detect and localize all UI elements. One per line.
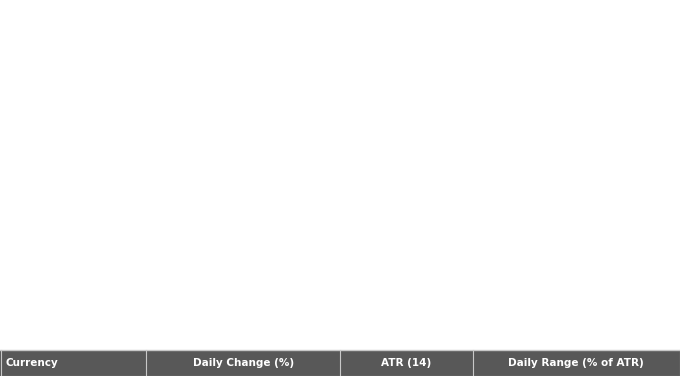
- Text: Daily Change (%): Daily Change (%): [192, 358, 294, 368]
- Text: Currency: Currency: [6, 358, 58, 368]
- Bar: [473, 350, 680, 376]
- Bar: [146, 350, 340, 376]
- Text: ATR (14): ATR (14): [381, 358, 431, 368]
- Text: Daily Range (% of ATR): Daily Range (% of ATR): [509, 358, 644, 368]
- Bar: [0, 350, 146, 376]
- Bar: [340, 350, 473, 376]
